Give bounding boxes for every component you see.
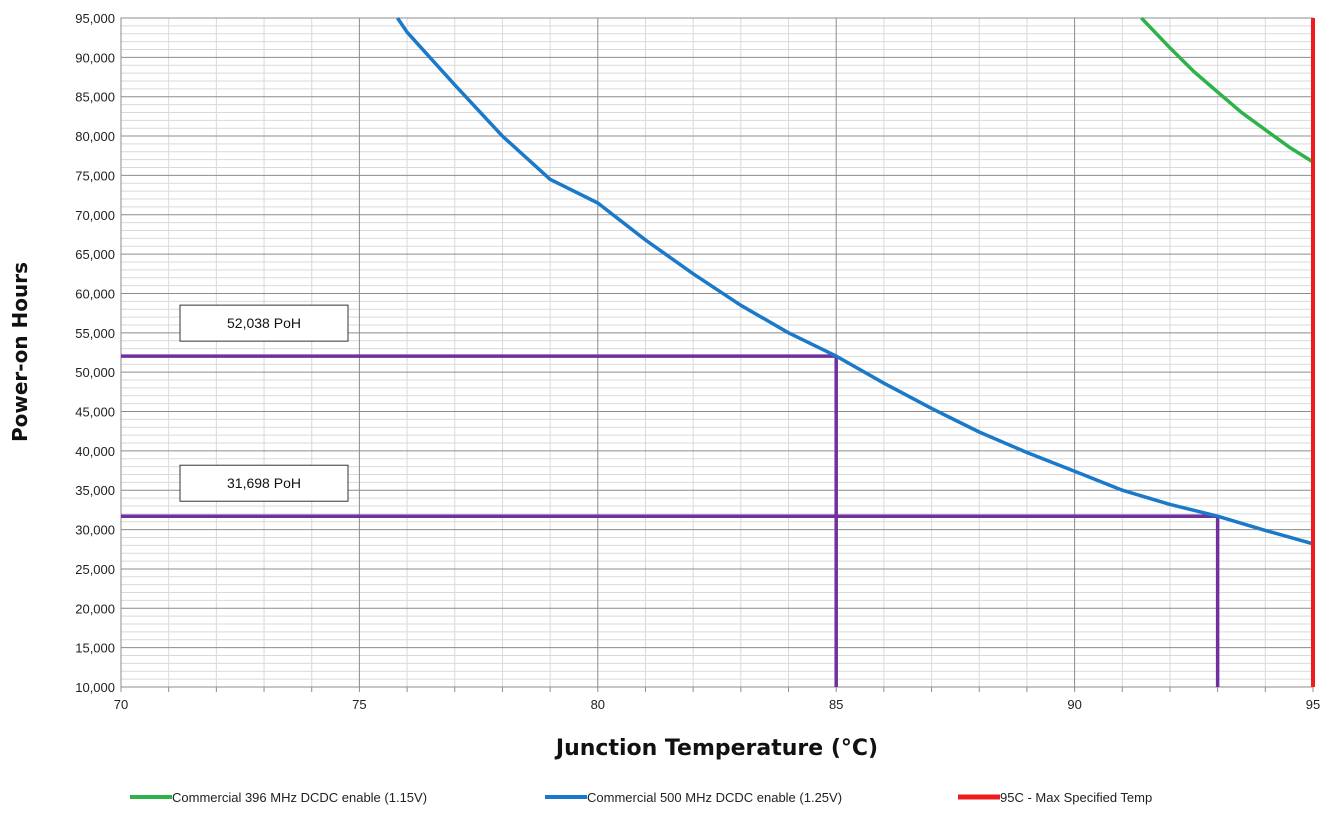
y-tick-label: 65,000 (75, 247, 115, 262)
x-tick-labels: 70 75 80 85 90 95 (114, 697, 1320, 712)
y-tick-label: 35,000 (75, 483, 115, 498)
series-line-2 (396, 17, 1314, 546)
y-tick-label: 15,000 (75, 641, 115, 656)
x-axis-title: Junction Temperature (°C) (554, 736, 878, 761)
y-tick-label: 60,000 (75, 286, 115, 301)
x-tick-label: 95 (1306, 697, 1320, 712)
y-tick-label: 80,000 (75, 129, 115, 144)
series-line-1 (1140, 16, 1314, 164)
y-axis-title: Power-on Hours (8, 262, 32, 442)
y-tick-label: 55,000 (75, 326, 115, 341)
y-tick-label: 45,000 (75, 405, 115, 420)
y-tick-label: 75,000 (75, 168, 115, 183)
callout-box (179, 464, 349, 502)
y-tick-labels: 10,000 15,000 20,000 25,000 30,000 35,000 40,0… (75, 11, 115, 695)
callout-box (179, 304, 349, 342)
x-tick-label: 85 (829, 697, 843, 712)
y-tick-label: 20,000 (75, 601, 115, 616)
y-tick-label: 50,000 (75, 365, 115, 380)
y-tick-label: 90,000 (75, 50, 115, 65)
y-tick-label: 85,000 (75, 90, 115, 105)
x-tick-label: 90 (1067, 697, 1081, 712)
legend-label-3: 95C - Max Specified Temp (1000, 790, 1152, 805)
series-lines (396, 16, 1315, 687)
major-gridlines (120, 17, 1314, 688)
y-tick-label: 25,000 (75, 562, 115, 577)
reference-lines (121, 354, 1220, 687)
y-tick-label: 30,000 (75, 523, 115, 538)
y-tick-label: 10,000 (75, 680, 115, 695)
y-tick-label: 95,000 (75, 11, 115, 26)
x-tick-label: 80 (591, 697, 605, 712)
callout-label: 31,698 PoH (227, 475, 301, 491)
x-tick-label: 70 (114, 697, 128, 712)
legend-label-1: Commercial 396 MHz DCDC enable (1.15V) (172, 790, 427, 805)
minor-gridlines (121, 18, 1313, 687)
x-tick-label: 75 (352, 697, 366, 712)
x-minor-ticks (120, 687, 1314, 692)
callout-label: 52,038 PoH (227, 315, 301, 331)
callouts: 52,038 PoH 31,698 PoH (179, 304, 349, 502)
y-tick-label: 40,000 (75, 444, 115, 459)
y-tick-label: 70,000 (75, 208, 115, 223)
legend: Commercial 396 MHz DCDC enable (1.15V) Co… (130, 790, 1152, 805)
legend-label-2: Commercial 500 MHz DCDC enable (1.25V) (587, 790, 842, 805)
